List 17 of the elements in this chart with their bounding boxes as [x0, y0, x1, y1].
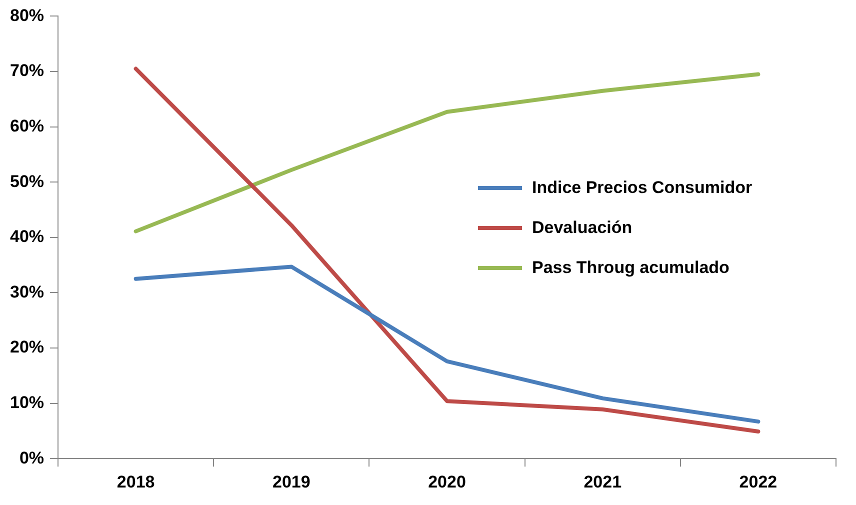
legend-label: Pass Throug acumulado: [532, 258, 730, 278]
y-tick-label: 20%: [10, 338, 44, 357]
x-tick-label: 2018: [116, 472, 155, 492]
y-tick-label: 0%: [19, 448, 44, 468]
y-tick-label: 30%: [10, 282, 44, 302]
y-tick-label: 40%: [10, 227, 44, 246]
y-tick-label: 80%: [10, 6, 44, 25]
y-tick-label: 50%: [10, 172, 44, 191]
legend-label: Devaluación: [532, 218, 632, 238]
y-tick-label: 60%: [10, 116, 44, 136]
x-tick-label: 2019: [272, 472, 310, 492]
x-tick-label: 2021: [584, 472, 622, 492]
x-tick-label: 2022: [739, 472, 778, 492]
y-tick-label: 70%: [10, 61, 44, 80]
x-tick-label: 2020: [428, 472, 466, 492]
y-tick-label: 10%: [10, 392, 44, 412]
legend-label: Indice Precios Consumidor: [532, 178, 752, 198]
